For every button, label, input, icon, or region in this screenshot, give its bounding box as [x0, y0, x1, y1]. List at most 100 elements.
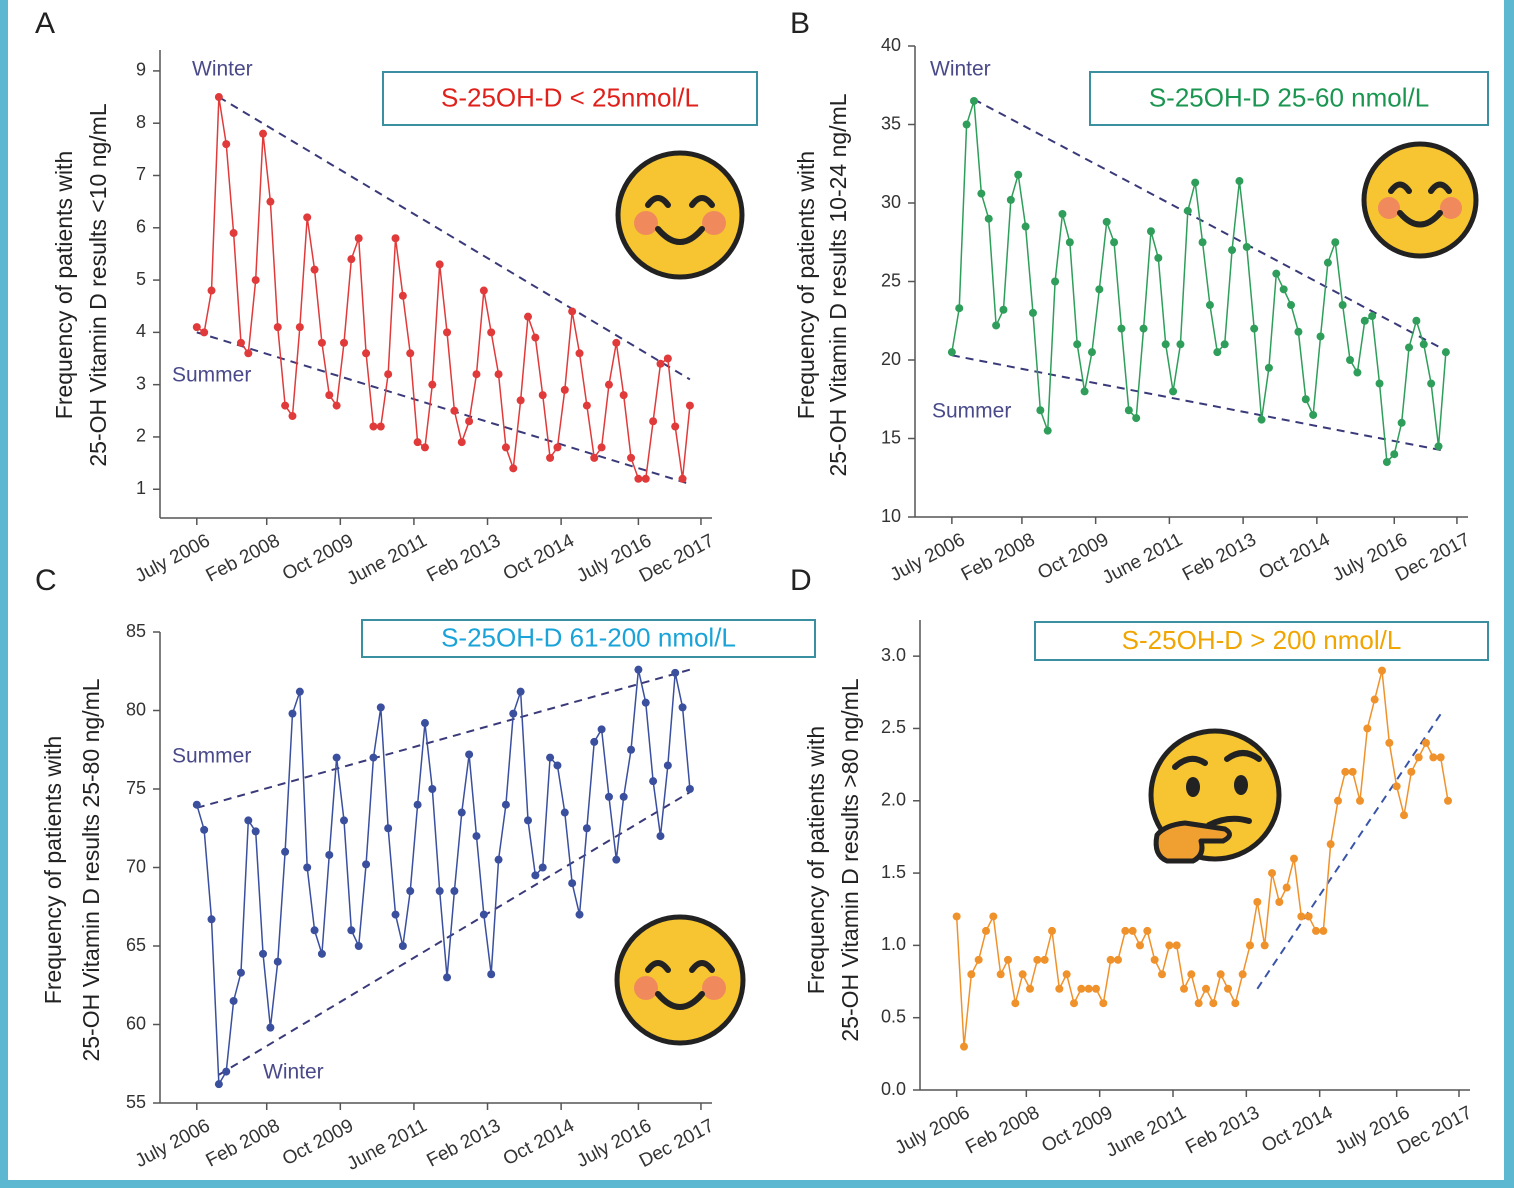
- data-point: [281, 401, 290, 410]
- y-tick-label: 0.0: [881, 1079, 906, 1099]
- data-point: [465, 417, 474, 426]
- data-point: [413, 438, 422, 447]
- data-point: [1363, 724, 1372, 733]
- data-point: [1062, 970, 1071, 979]
- data-point: [1312, 926, 1320, 935]
- data-point: [273, 323, 282, 332]
- data-point: [597, 443, 606, 452]
- data-point: [450, 406, 459, 415]
- data-point: [1124, 406, 1133, 415]
- data-point: [1268, 869, 1276, 878]
- data-point: [967, 970, 976, 979]
- trend-line: [973, 98, 1447, 352]
- y-tick-label: 5: [136, 269, 146, 289]
- data-point: [1136, 941, 1144, 950]
- y-axis-label: Frequency of patients with: [793, 151, 819, 419]
- trend-line: [196, 668, 691, 809]
- data-point: [1323, 258, 1332, 267]
- data-point: [192, 800, 201, 809]
- data-point: [1026, 984, 1034, 993]
- data-point: [443, 973, 452, 982]
- data-point: [384, 370, 393, 379]
- data-point: [619, 391, 628, 400]
- data-point: [369, 422, 378, 431]
- data-point: [590, 737, 599, 746]
- data-point: [501, 800, 510, 809]
- data-point: [1246, 941, 1254, 950]
- data-point: [1287, 301, 1296, 310]
- data-point: [516, 687, 525, 696]
- data-point: [1309, 410, 1318, 419]
- y-tick-label: 7: [136, 164, 146, 184]
- annotation: Winter: [192, 58, 253, 81]
- data-point: [207, 915, 216, 924]
- data-point: [1065, 238, 1074, 247]
- y-tick-label: 65: [126, 935, 146, 955]
- data-point: [457, 438, 466, 447]
- data-point: [1434, 442, 1443, 451]
- data-point: [340, 816, 348, 825]
- data-point: [1202, 984, 1210, 993]
- data-point: [251, 276, 260, 285]
- data-point: [992, 321, 1001, 330]
- y-axis-label: 25-OH Vitamin D results <10 ng/mL: [85, 103, 111, 466]
- y-tick-label: 40: [881, 35, 901, 55]
- data-point: [1139, 324, 1148, 333]
- data-point: [303, 863, 312, 872]
- data-point: [1216, 970, 1225, 979]
- data-point: [347, 255, 356, 264]
- data-point: [295, 687, 304, 696]
- data-point: [281, 847, 290, 856]
- y-axis-label: 25-OH Vitamin D results 25-80 ng/mL: [78, 678, 104, 1061]
- data-point: [1341, 767, 1350, 776]
- data-point: [1353, 368, 1362, 377]
- data-point: [1301, 395, 1310, 404]
- data-point: [1412, 316, 1421, 325]
- data-point: [251, 827, 260, 836]
- data-point: [546, 453, 555, 462]
- data-point: [582, 824, 591, 833]
- data-point: [634, 474, 643, 483]
- data-point: [1004, 955, 1012, 964]
- data-point: [996, 970, 1005, 979]
- data-point: [524, 816, 532, 825]
- data-point: [317, 949, 326, 958]
- data-point: [1346, 356, 1355, 364]
- data-point: [288, 412, 297, 421]
- data-point: [982, 926, 990, 935]
- y-tick-label: 15: [881, 427, 901, 447]
- data-point: [450, 887, 459, 896]
- data-point: [1338, 301, 1347, 310]
- data-point: [1231, 999, 1240, 1008]
- data-point: [435, 260, 444, 269]
- data-point: [1250, 324, 1259, 333]
- data-point: [1326, 840, 1335, 849]
- data-point: [428, 785, 437, 793]
- data-point: [531, 871, 540, 880]
- data-point: [663, 354, 672, 363]
- data-point: [1224, 984, 1232, 993]
- data-point: [1154, 253, 1163, 262]
- y-tick-label: 3.0: [881, 645, 906, 665]
- data-point: [538, 391, 547, 400]
- data-point: [546, 753, 555, 762]
- data-point: [619, 792, 628, 801]
- legend-box: [382, 71, 758, 126]
- y-tick-label: 35: [881, 113, 901, 133]
- series-line: [951, 100, 1447, 464]
- data-point: [1055, 984, 1064, 993]
- data-point: [1235, 177, 1244, 186]
- series-line: [196, 669, 691, 1087]
- data-point: [1021, 222, 1030, 231]
- data-point: [1238, 970, 1247, 979]
- trend-line: [196, 331, 691, 485]
- emoji-smile: [615, 150, 745, 280]
- data-point: [531, 333, 540, 342]
- data-point: [494, 370, 503, 379]
- data-point: [362, 349, 371, 358]
- y-tick-label: 20: [881, 349, 901, 369]
- data-point: [974, 955, 983, 964]
- data-point: [627, 453, 636, 462]
- legend-box: [361, 619, 816, 658]
- data-point: [266, 197, 275, 206]
